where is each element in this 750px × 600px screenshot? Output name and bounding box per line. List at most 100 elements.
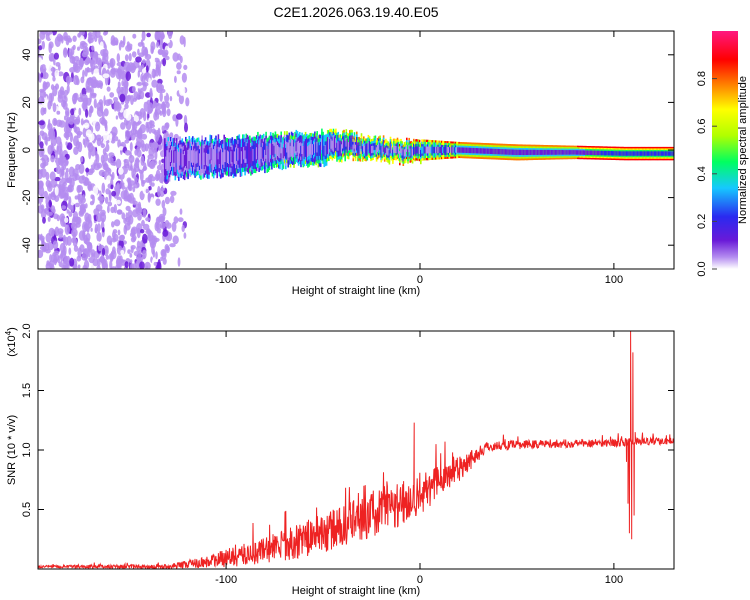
heatmap-noise-cell — [142, 82, 149, 87]
heatmap-ridge-cell — [607, 150, 609, 156]
heatmap-ridge-cell — [322, 142, 324, 154]
heatmap-noise-cell — [108, 152, 115, 158]
heatmap-noise-cell — [125, 66, 132, 71]
heatmap-ridge-cell — [397, 146, 400, 154]
heatmap-ridge-cell — [289, 146, 292, 157]
heatmap-noise-cell — [111, 135, 116, 142]
heatmap-ridge-cell — [608, 151, 611, 156]
heatmap-ridge-cell — [579, 150, 581, 155]
heatmap-ridge-cell — [373, 143, 376, 151]
heatmap-ridge-cell — [627, 151, 629, 156]
heatmap-noise-cell — [101, 111, 105, 121]
heatmap-noise-cell — [54, 186, 59, 196]
heatmap-noise-cell — [183, 36, 186, 48]
heatmap-noise-cell — [68, 247, 72, 255]
heatmap-noise-cell — [68, 211, 73, 218]
heatmap-ridge-cell — [457, 147, 459, 153]
heatmap-ridge-cell — [272, 144, 274, 156]
heatmap-ridge-cell — [632, 151, 635, 156]
heatmap-noise-cell — [124, 150, 131, 156]
heatmap-ridge-cell — [292, 143, 294, 155]
heatmap-ridge-cell — [425, 146, 428, 154]
heatmap-ridge-cell — [343, 138, 345, 148]
heatmap-noise-cell — [151, 235, 158, 245]
heatmap-ridge-cell — [315, 143, 317, 155]
heatmap-noise-cell — [96, 241, 100, 246]
snr-y-tick-label: 1.5 — [21, 383, 33, 398]
heatmap-noise-cell — [65, 111, 70, 116]
heatmap-noise-cell — [107, 201, 113, 207]
heatmap-ridge-cell — [288, 143, 291, 154]
heatmap-ridge-cell — [358, 144, 360, 153]
heatmap-noise-cell — [84, 67, 88, 77]
heatmap-ridge-cell — [364, 145, 366, 154]
heatmap-noise-cell — [147, 192, 151, 201]
heatmap-noise-cell — [164, 38, 171, 44]
heatmap-noise-cell — [145, 92, 151, 98]
heatmap-ridge-cell — [173, 150, 175, 163]
heatmap-ridge-cell — [166, 154, 168, 167]
heatmap-noise-cell — [137, 213, 142, 221]
heatmap-ridge-cell — [267, 149, 270, 161]
heatmap-ridge-cell — [646, 151, 649, 156]
heatmap-ridge-cell — [628, 151, 630, 156]
heatmap-noise-cell — [119, 86, 124, 93]
heatmap-noise-cell — [85, 129, 92, 138]
heatmap-noise-cell — [169, 243, 176, 248]
heatmap-noise-cell — [150, 225, 155, 231]
heatmap-noise-cell — [39, 88, 45, 93]
heatmap-ridge-cell — [308, 145, 310, 156]
heatmap-ridge-cell — [563, 150, 565, 155]
heatmap-ridge-cell — [580, 150, 583, 155]
heatmap-noise-cell — [86, 68, 93, 73]
heatmap-ridge-cell — [330, 138, 332, 149]
heatmap-noise-cell — [65, 37, 70, 46]
heatmap-noise-cell — [141, 59, 147, 64]
heatmap-ridge-cell — [388, 150, 391, 158]
heatmap-noise-cell — [72, 44, 76, 51]
heatmap-noise-cell — [116, 199, 121, 205]
heatmap-noise-cell — [118, 111, 125, 120]
heatmap-noise-cell — [58, 180, 62, 192]
heatmap-ridge-cell — [294, 142, 296, 154]
heatmap-ridge-cell — [209, 147, 211, 160]
heatmap-ridge-cell — [603, 150, 606, 156]
heatmap-ridge-cell — [568, 150, 571, 155]
heatmap-ridge-cell — [363, 144, 365, 152]
heatmap-noise-cell — [146, 123, 149, 133]
heatmap-noise-cell — [166, 108, 171, 117]
heatmap-noise-cell — [139, 170, 144, 182]
heatmap-ridge-cell — [520, 149, 522, 155]
heatmap-noise-cell — [131, 226, 138, 235]
heatmap-noise-cell — [164, 196, 170, 205]
heatmap-ridge-cell — [613, 151, 615, 156]
heatmap-noise-cell — [150, 182, 155, 187]
heatmap-ridge-cell — [508, 149, 510, 155]
heatmap-ridge-cell — [566, 150, 569, 155]
heatmap-ridge-cell — [280, 142, 282, 154]
heatmap-noise-cell — [132, 186, 136, 193]
heatmap-ridge-cell — [623, 151, 626, 156]
heatmap-noise-cell — [53, 52, 60, 60]
heatmap-noise-cell — [145, 217, 151, 222]
spectrogram-ticks: -100 0 100 40 20 0 -20 -40 — [21, 31, 674, 286]
heatmap-ridge-cell — [658, 151, 661, 156]
heatmap-noise-cell — [84, 203, 88, 209]
heatmap-ridge-cell — [456, 147, 458, 153]
heatmap-noise-cell — [64, 255, 68, 262]
heatmap-ridge-cell — [261, 146, 264, 159]
heatmap-noise-cell — [77, 185, 83, 193]
heatmap-ridge-cell — [188, 148, 191, 161]
heatmap-ridge-cell — [497, 148, 500, 155]
heatmap-ridge-cell — [460, 147, 463, 153]
heatmap-ridge-cell — [252, 148, 255, 162]
colorbar-tick-label: 0.8 — [696, 71, 708, 86]
heatmap-ridge-cell — [269, 143, 272, 155]
heatmap-ridge-cell — [185, 149, 187, 162]
heatmap-ridge-cell — [592, 150, 594, 156]
heatmap-noise-cell — [57, 71, 64, 77]
heatmap-ridge-cell — [463, 147, 465, 153]
heatmap-ridge-cell — [539, 149, 542, 155]
heatmap-noise-cell — [58, 120, 66, 128]
heatmap-ridge-cell — [531, 149, 534, 155]
